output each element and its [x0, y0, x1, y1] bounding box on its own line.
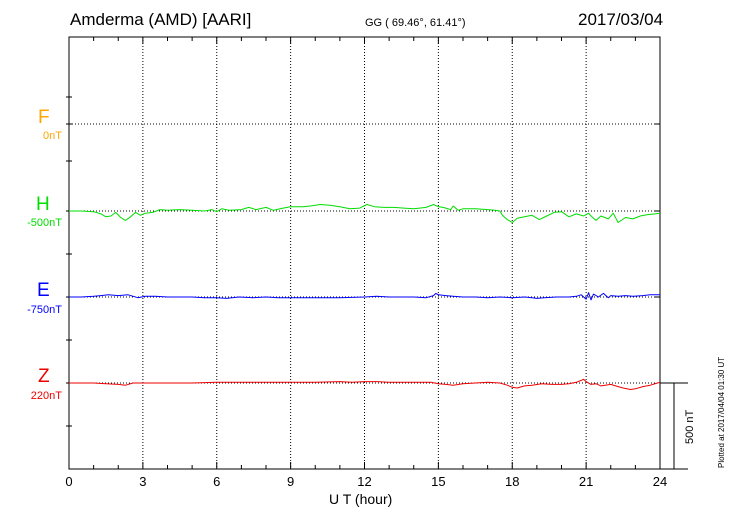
plot-date: 2017/03/04	[578, 10, 664, 29]
grid-lines	[69, 37, 660, 469]
x-tick-label: 6	[213, 474, 221, 489]
scale-bar	[660, 382, 688, 470]
series-f-baseline: 0nT	[43, 130, 62, 142]
x-tick-label: 21	[578, 474, 594, 489]
plot-timestamp: Plotted at 2017/04/04 01:30 UT	[717, 356, 726, 468]
series-h-line	[69, 204, 661, 223]
series-f-name: F	[38, 107, 50, 128]
series-z-baseline: 220nT	[30, 390, 62, 402]
station-coords: GG ( 69.46°, 61.41°)	[365, 17, 466, 29]
scale-bar-label: 500 nT	[684, 409, 696, 444]
station-title: Amderma (AMD) [AARI]	[70, 10, 252, 29]
series-e-line	[69, 292, 660, 301]
axis-ticks	[66, 37, 661, 469]
x-tick-label: 9	[287, 474, 295, 489]
x-tick-label: 24	[652, 474, 668, 489]
x-tick-label: 3	[139, 474, 147, 489]
x-tick-label: 15	[431, 474, 446, 489]
x-tick-label: 12	[357, 474, 372, 489]
series-z-name: Z	[38, 366, 50, 387]
series-h-baseline: -500nT	[27, 217, 62, 229]
series-e-name: E	[37, 280, 50, 301]
x-tick-label: 18	[505, 474, 520, 489]
series-h-name: H	[36, 194, 50, 215]
x-tick-label: 0	[65, 474, 73, 489]
series-e-baseline: -750nT	[27, 304, 62, 316]
x-axis-label: U T (hour)	[329, 491, 393, 507]
series-z-line	[69, 378, 661, 390]
series-group	[69, 204, 661, 390]
